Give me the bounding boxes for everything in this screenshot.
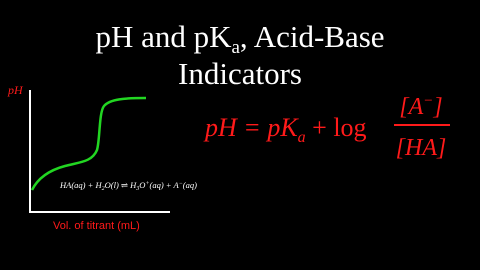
reaction-text: O(l) ⇌ H xyxy=(105,180,138,190)
formula-text: pH = pK xyxy=(203,113,299,142)
formula-denominator: [HA] xyxy=(396,135,447,161)
title-text: , Acid-Base xyxy=(240,19,385,54)
reaction-text: (aq) xyxy=(183,180,197,190)
reaction-superscript: + xyxy=(145,181,149,187)
title-line-2: Indicators xyxy=(178,56,302,91)
reaction-subscript: 2 xyxy=(102,186,105,192)
formula-text: [A xyxy=(399,94,423,120)
reaction-text: O xyxy=(139,180,145,190)
x-axis-label: Vol. of titrant (mL) xyxy=(53,220,140,232)
formula-superscript: − xyxy=(423,93,433,109)
title-line-1: pH and pKa, Acid-Base xyxy=(95,19,384,58)
reaction-subscript: 3 xyxy=(135,186,139,192)
formula-text: + log xyxy=(306,113,367,142)
formula-lhs: pH = pKa + log xyxy=(203,113,367,146)
formula-text: ] xyxy=(432,94,442,120)
reaction-equation: HA(aq) + H2O(l) ⇌ H3O+(aq) + A−(aq) xyxy=(59,180,197,192)
title-subscript: a xyxy=(231,37,240,58)
reaction-text: HA(aq) + H xyxy=(59,180,102,190)
formula-subscript: a xyxy=(298,129,306,146)
formula-numerator: [A−] xyxy=(399,93,442,120)
title-text: pH and pK xyxy=(95,19,232,54)
reaction-superscript: − xyxy=(179,181,183,187)
y-axis-label: pH xyxy=(7,83,24,97)
reaction-text: (aq) + A xyxy=(150,180,180,190)
titration-curve xyxy=(30,96,147,191)
